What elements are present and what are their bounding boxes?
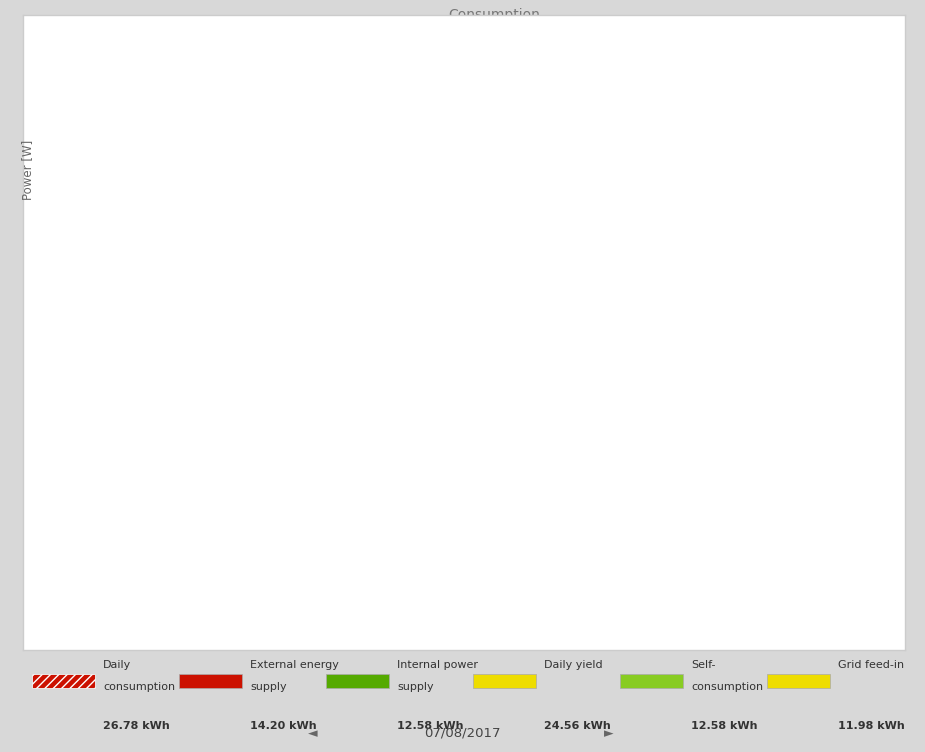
FancyBboxPatch shape [326,675,389,687]
FancyBboxPatch shape [32,675,95,687]
Text: 24.56 kWh: 24.56 kWh [544,720,610,731]
Text: External energy: External energy [251,660,339,670]
Text: 07/08/2017: 07/08/2017 [425,726,500,740]
Text: 26.78 kWh: 26.78 kWh [104,720,170,731]
Text: ◄: ◄ [308,726,317,740]
Text: supply: supply [397,682,434,692]
Text: consumption: consumption [104,682,176,692]
Text: Daily: Daily [104,660,131,670]
Text: 11.98 kWh: 11.98 kWh [838,720,905,731]
Text: Internal power: Internal power [397,660,478,670]
Text: supply: supply [251,682,287,692]
Text: Daily yield: Daily yield [544,660,603,670]
FancyBboxPatch shape [620,675,683,687]
FancyBboxPatch shape [179,675,242,687]
Text: 12.58 kWh: 12.58 kWh [397,720,463,731]
X-axis label: Generation: Generation [455,623,533,637]
Title: Consumption: Consumption [448,8,540,23]
Text: Grid feed-in: Grid feed-in [838,660,904,670]
Text: 12.58 kWh: 12.58 kWh [691,720,758,731]
FancyBboxPatch shape [473,675,536,687]
Text: 14.20 kWh: 14.20 kWh [251,720,317,731]
Text: ►: ► [604,726,613,740]
Text: consumption: consumption [691,682,763,692]
Text: Power [W]: Power [W] [21,140,34,200]
FancyBboxPatch shape [767,675,830,687]
Text: Self-: Self- [691,660,716,670]
